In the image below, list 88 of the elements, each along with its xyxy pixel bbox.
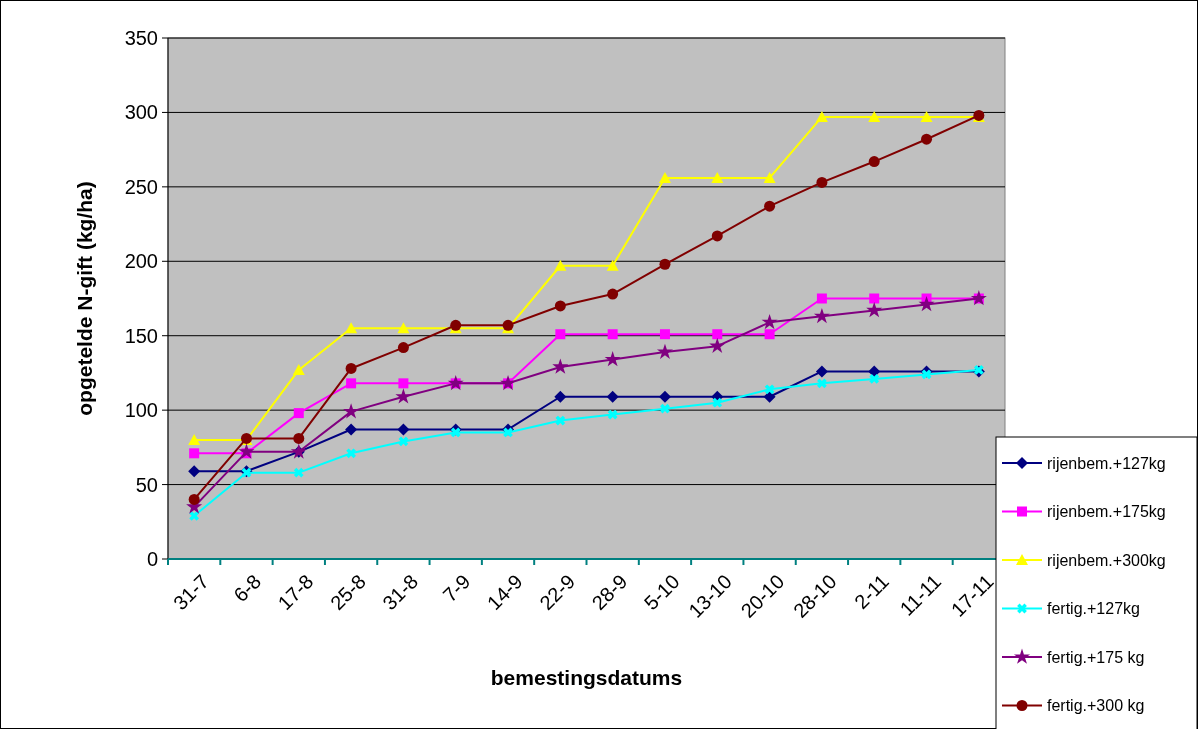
- legend-label: fertig.+300 kg: [1047, 697, 1145, 715]
- point: [659, 329, 670, 340]
- point: [397, 423, 410, 436]
- point: [712, 329, 723, 340]
- point: [398, 436, 409, 447]
- point: [921, 369, 932, 380]
- y-axis-title: opgetelde N-gift (kg/ha): [73, 181, 96, 416]
- point: [607, 288, 619, 300]
- point: [761, 313, 778, 330]
- legend-label: fertig.+127kg: [1047, 600, 1140, 618]
- point: [238, 443, 255, 459]
- point: [345, 322, 358, 334]
- point: [555, 329, 566, 340]
- point: [554, 259, 567, 271]
- point: [346, 378, 357, 389]
- point: [711, 230, 723, 242]
- point: [397, 322, 410, 334]
- point: [764, 200, 776, 212]
- point: [450, 427, 461, 438]
- point: [816, 293, 827, 304]
- point: [711, 171, 724, 183]
- point: [815, 365, 828, 378]
- point: [345, 423, 358, 436]
- point: [660, 403, 670, 414]
- x-tick-label: 7-9: [438, 570, 475, 607]
- point: [817, 378, 827, 389]
- point: [763, 171, 776, 183]
- point: [866, 301, 883, 318]
- point: [607, 329, 618, 340]
- legend-label: rijenbem.+175kg: [1047, 503, 1166, 521]
- legend-label: fertig.+175 kg: [1047, 648, 1145, 666]
- point: [658, 171, 671, 183]
- point: [346, 448, 356, 459]
- y-tick-label: 200: [124, 250, 158, 273]
- point: [869, 373, 880, 384]
- point: [398, 378, 409, 389]
- point: [395, 388, 412, 404]
- point: [868, 365, 881, 378]
- point: [763, 390, 776, 403]
- point: [606, 259, 619, 271]
- point: [554, 390, 567, 403]
- point: [293, 408, 304, 419]
- point: [869, 293, 880, 304]
- point: [293, 467, 304, 478]
- point: [292, 363, 305, 375]
- y-tick-label: 100: [124, 399, 158, 422]
- point: [816, 176, 828, 188]
- point: [447, 374, 464, 391]
- point: [764, 384, 775, 395]
- point: [188, 433, 201, 445]
- y-tick-label: 250: [124, 175, 158, 198]
- point: [552, 358, 569, 374]
- y-tick-label: 150: [124, 324, 158, 347]
- point: [764, 329, 775, 340]
- point: [868, 156, 880, 168]
- point: [500, 374, 517, 391]
- point: [607, 409, 618, 420]
- y-tick-label: 300: [124, 101, 158, 124]
- point: [656, 343, 673, 359]
- point: [813, 307, 830, 324]
- y-tick-label: 350: [124, 27, 158, 49]
- point: [606, 390, 619, 403]
- y-tick-label: 0: [146, 548, 158, 570]
- point: [189, 448, 200, 459]
- point: [920, 110, 933, 122]
- point: [659, 258, 671, 270]
- point: [555, 415, 566, 426]
- point: [709, 337, 726, 353]
- point: [554, 300, 566, 312]
- point: [712, 397, 723, 408]
- point: [815, 110, 828, 122]
- point: [188, 493, 200, 505]
- point: [293, 432, 305, 444]
- point: [868, 110, 881, 122]
- y-tick-label: 50: [135, 473, 158, 496]
- point: [604, 351, 621, 367]
- point: [189, 510, 200, 521]
- x-axis-title: bemestingsdatums: [490, 666, 683, 689]
- point: [345, 362, 357, 374]
- point: [658, 390, 671, 403]
- point: [921, 133, 933, 145]
- legend-label: rijenbem.+300kg: [1047, 551, 1166, 569]
- x-tick-label: 2-11: [850, 570, 893, 613]
- point: [918, 296, 935, 312]
- point: [397, 342, 409, 354]
- point: [188, 465, 201, 478]
- x-tick-label: 6-8: [229, 570, 266, 607]
- legend-label: rijenbem.+127kg: [1047, 454, 1166, 472]
